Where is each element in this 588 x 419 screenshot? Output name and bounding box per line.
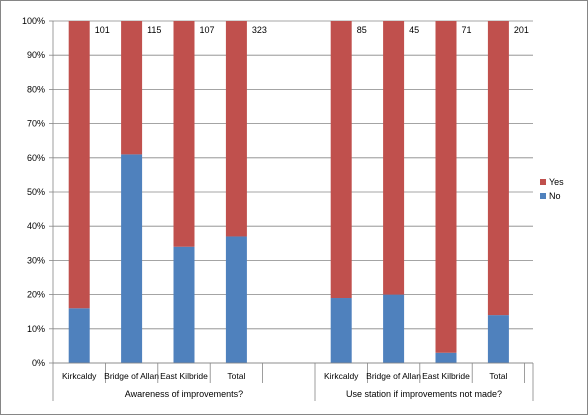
y-tick-label: 70% — [27, 119, 45, 129]
bar-yes — [383, 21, 404, 295]
y-tick-label: 10% — [27, 324, 45, 334]
total-labels: 101 115 107 323 85 45 71 201 — [95, 25, 529, 35]
total-label: 201 — [514, 25, 529, 35]
y-tick-label: 80% — [27, 84, 45, 94]
bar-yes — [226, 21, 247, 236]
group-label: Use station if improvements not made? — [346, 389, 502, 399]
x-axis-labels: Kirkcaldy Bridge of Allan East Kilbride Tot… — [62, 371, 508, 399]
category-label: East Kilbride — [160, 371, 208, 381]
total-label: 115 — [147, 25, 161, 35]
legend-swatch — [540, 193, 546, 199]
y-tick-label: 90% — [27, 50, 45, 60]
category-label: Kirkcaldy — [324, 371, 359, 381]
bar-no — [331, 298, 352, 363]
y-tick-label: 100% — [22, 16, 45, 26]
bar-yes — [174, 21, 195, 247]
bar-no — [383, 295, 404, 363]
y-tick-labels: 0% 10% 20% 30% 40% 50% 60% 70% 80% 90% 100% — [22, 16, 45, 368]
y-tick-label: 20% — [27, 290, 45, 300]
legend-label: No — [549, 191, 561, 201]
legend-swatch — [540, 179, 546, 185]
bar-no — [121, 154, 142, 363]
y-tick-label: 30% — [27, 255, 45, 265]
y-tick-label: 60% — [27, 153, 45, 163]
legend: Yes No — [540, 177, 564, 201]
bar-yes — [436, 21, 457, 353]
bar-no — [226, 236, 247, 363]
bar-no — [69, 308, 90, 363]
total-label: 107 — [200, 25, 215, 35]
bar-yes — [121, 21, 142, 154]
category-label: East Kilbride — [422, 371, 470, 381]
category-label: Kirkcaldy — [62, 371, 97, 381]
bar-yes — [69, 21, 90, 308]
group-label: Awareness of improvements? — [125, 389, 243, 399]
category-label: Bridge of Allan — [366, 371, 421, 381]
y-tick-label: 0% — [32, 358, 45, 368]
total-label: 85 — [357, 25, 367, 35]
y-tick-label: 50% — [27, 187, 45, 197]
total-label: 101 — [95, 25, 110, 35]
bar-yes — [488, 21, 509, 315]
total-label: 323 — [252, 25, 267, 35]
total-label: 71 — [462, 25, 472, 35]
category-label: Total — [227, 371, 245, 381]
bar-no — [488, 315, 509, 363]
y-tick-label: 40% — [27, 221, 45, 231]
bar-no — [436, 353, 457, 363]
bar-yes — [331, 21, 352, 298]
legend-label: Yes — [549, 177, 564, 187]
bar-no — [174, 247, 195, 363]
category-label: Total — [489, 371, 507, 381]
total-label: 45 — [409, 25, 419, 35]
category-label: Bridge of Allan — [104, 371, 159, 381]
